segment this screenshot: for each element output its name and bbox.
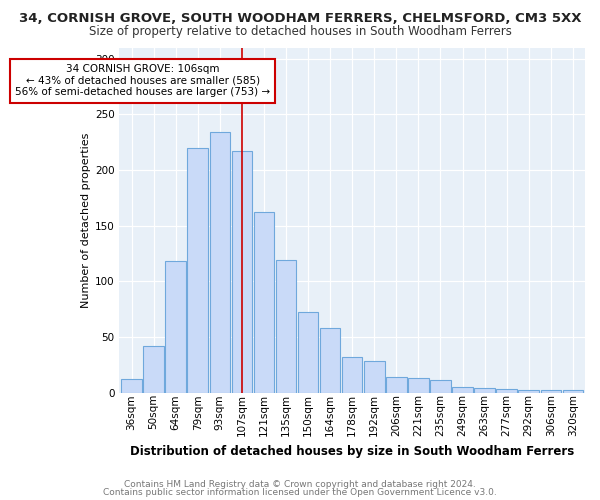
Text: 34 CORNISH GROVE: 106sqm
← 43% of detached houses are smaller (585)
56% of semi-: 34 CORNISH GROVE: 106sqm ← 43% of detach…	[15, 64, 270, 98]
Bar	[232, 151, 252, 392]
Text: Size of property relative to detached houses in South Woodham Ferrers: Size of property relative to detached ho…	[89, 24, 511, 38]
Bar	[276, 260, 296, 392]
Bar	[563, 390, 583, 392]
Bar	[187, 148, 208, 392]
Bar	[298, 312, 319, 392]
Bar	[143, 346, 164, 393]
Bar	[496, 390, 517, 392]
Bar	[452, 387, 473, 392]
Bar	[342, 357, 362, 392]
Bar	[364, 362, 385, 392]
Bar	[209, 132, 230, 392]
Bar	[475, 388, 495, 392]
Bar	[541, 390, 561, 392]
Bar	[166, 262, 186, 392]
Bar	[430, 380, 451, 392]
Text: Contains public sector information licensed under the Open Government Licence v3: Contains public sector information licen…	[103, 488, 497, 497]
Y-axis label: Number of detached properties: Number of detached properties	[80, 132, 91, 308]
Bar	[408, 378, 428, 392]
Bar	[121, 380, 142, 392]
Bar	[254, 212, 274, 392]
Bar	[518, 390, 539, 392]
Text: 34, CORNISH GROVE, SOUTH WOODHAM FERRERS, CHELMSFORD, CM3 5XX: 34, CORNISH GROVE, SOUTH WOODHAM FERRERS…	[19, 12, 581, 26]
X-axis label: Distribution of detached houses by size in South Woodham Ferrers: Distribution of detached houses by size …	[130, 444, 574, 458]
Text: Contains HM Land Registry data © Crown copyright and database right 2024.: Contains HM Land Registry data © Crown c…	[124, 480, 476, 489]
Bar	[320, 328, 340, 392]
Bar	[386, 377, 407, 392]
